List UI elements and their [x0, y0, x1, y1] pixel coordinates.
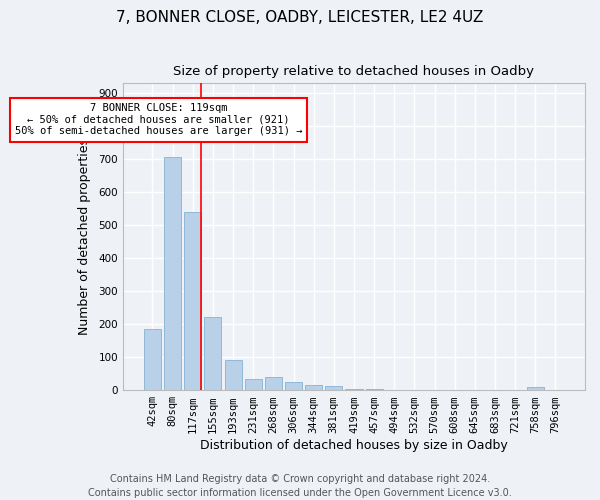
Bar [184, 212, 202, 390]
Bar [325, 386, 343, 390]
Bar [265, 377, 282, 390]
Bar [527, 387, 544, 390]
Bar [305, 385, 322, 390]
Bar [224, 360, 242, 390]
Y-axis label: Number of detached properties: Number of detached properties [79, 138, 91, 336]
Bar [164, 157, 181, 390]
X-axis label: Distribution of detached houses by size in Oadby: Distribution of detached houses by size … [200, 440, 508, 452]
Text: Contains HM Land Registry data © Crown copyright and database right 2024.
Contai: Contains HM Land Registry data © Crown c… [88, 474, 512, 498]
Text: 7 BONNER CLOSE: 119sqm
← 50% of detached houses are smaller (921)
50% of semi-de: 7 BONNER CLOSE: 119sqm ← 50% of detached… [15, 103, 302, 136]
Bar [285, 382, 302, 390]
Bar [346, 388, 362, 390]
Bar [245, 380, 262, 390]
Text: 7, BONNER CLOSE, OADBY, LEICESTER, LE2 4UZ: 7, BONNER CLOSE, OADBY, LEICESTER, LE2 4… [116, 10, 484, 25]
Bar [144, 329, 161, 390]
Bar [205, 317, 221, 390]
Title: Size of property relative to detached houses in Oadby: Size of property relative to detached ho… [173, 65, 535, 78]
Bar [365, 388, 383, 390]
